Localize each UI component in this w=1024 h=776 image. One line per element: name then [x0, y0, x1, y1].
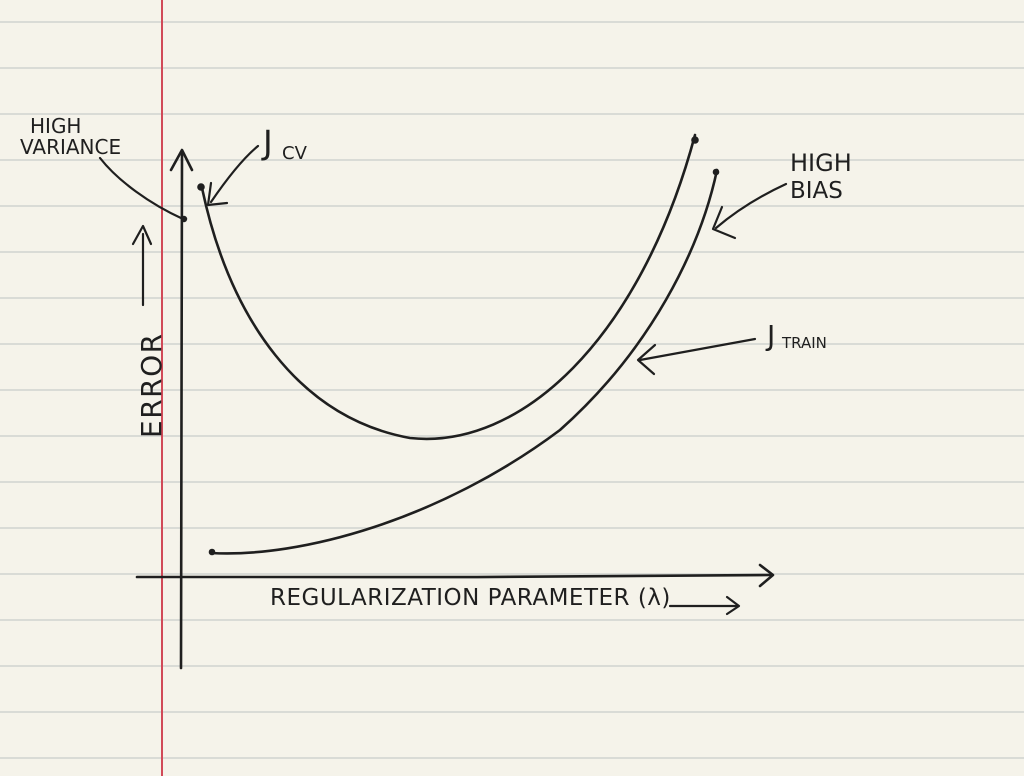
train-label-group: J TRAIN — [636, 319, 827, 376]
y-axis-label: ERROR — [135, 332, 168, 438]
train-curve-start-point — [208, 548, 216, 556]
train-label-arrow-head — [636, 343, 657, 376]
high-variance-line2: VARIANCE — [20, 135, 121, 159]
y-axis-label-group: ERROR — [131, 224, 168, 438]
cv-curve-end-point — [691, 136, 699, 144]
y-axis-line — [179, 150, 184, 670]
x-axis-label: REGULARIZATION PARAMETER (λ) — [270, 585, 671, 611]
high-bias-arrow-line — [714, 182, 788, 230]
x-axis-line — [135, 573, 772, 579]
cv-label-group: J CV — [206, 123, 308, 207]
high-variance-pointer-line — [98, 156, 185, 221]
high-bias-line1: HIGH — [790, 149, 852, 177]
y-label-up-arrow-head — [131, 224, 153, 246]
x-axis-arrow — [758, 563, 775, 588]
ruled-lines — [0, 21, 1024, 759]
high-bias-line2: BIAS — [790, 178, 843, 204]
train-label-main: J — [765, 319, 775, 352]
cv-curve-start-point — [197, 183, 205, 191]
curves — [197, 133, 720, 556]
x-axis-label-group: REGULARIZATION PARAMETER (λ) — [270, 585, 741, 616]
high-bias-arrow-head — [711, 205, 737, 240]
training-error-curve — [209, 168, 719, 555]
x-label-right-arrow-head — [725, 595, 741, 616]
cv-label-main: J — [261, 123, 273, 162]
train-label-subscript: TRAIN — [781, 334, 827, 352]
high-bias-group: HIGH BIAS — [711, 149, 852, 240]
high-variance-pointer-dot — [180, 215, 188, 223]
y-axis-arrow — [169, 148, 194, 172]
cv-label-subscript: CV — [282, 143, 308, 164]
high-variance-line1: HIGH — [30, 114, 81, 138]
cv-label-arrow-head — [206, 181, 229, 207]
high-variance-group: HIGH VARIANCE — [20, 114, 188, 223]
cv-label-arrow-line — [209, 144, 260, 204]
cv-error-curve — [200, 133, 697, 441]
train-label-arrow-line — [638, 337, 757, 362]
axes — [135, 148, 775, 670]
train-curve-end-point — [712, 168, 720, 176]
